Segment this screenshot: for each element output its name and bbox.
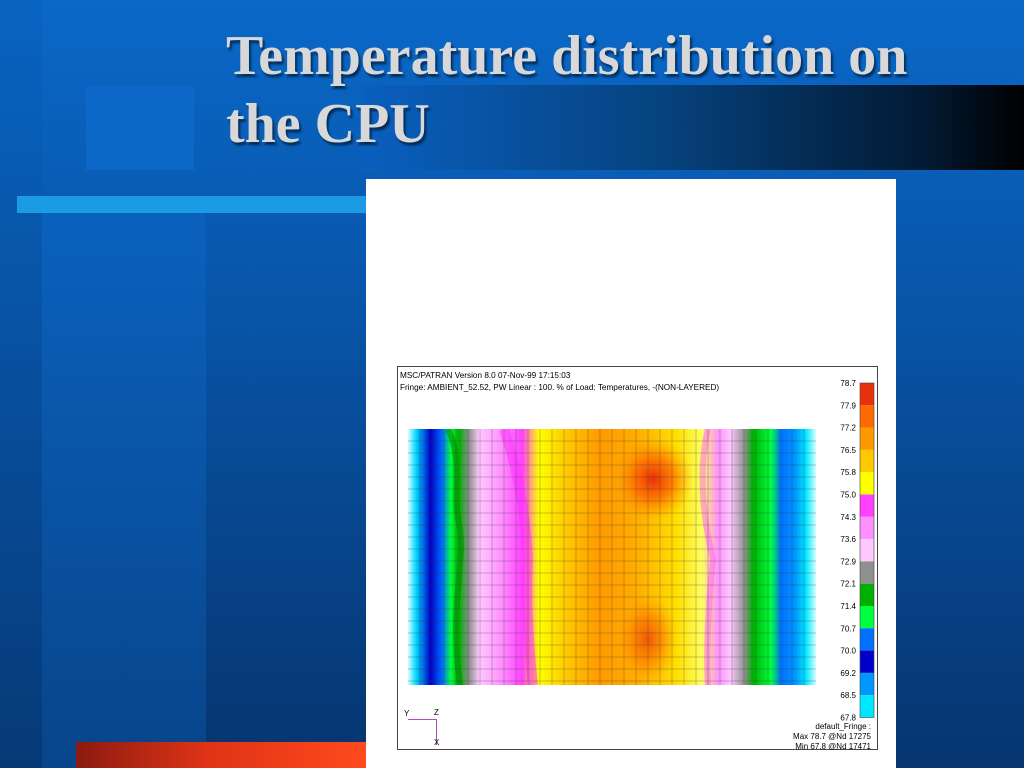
- legend-swatch: [860, 405, 874, 428]
- axis-x-label: X: [434, 738, 440, 747]
- legend-swatch: [860, 472, 874, 495]
- legend-value: 77.2: [840, 424, 856, 433]
- legend-value: 77.9: [840, 401, 856, 410]
- legend-value: 68.5: [840, 691, 856, 700]
- background-stripe: [0, 0, 42, 768]
- figure-panel: MSC/PATRAN Version 8.0 07-Nov-99 17:15:0…: [366, 179, 896, 768]
- legend-swatch: [860, 695, 874, 718]
- legend-value: 71.4: [840, 602, 856, 611]
- legend-value: 70.7: [840, 624, 856, 633]
- legend-value: 69.2: [840, 669, 856, 678]
- legend-value: 75.0: [840, 491, 856, 500]
- legend-swatch: [860, 628, 874, 651]
- legend-swatch: [860, 561, 874, 584]
- title-gradient-bar: [362, 85, 1024, 170]
- legend-value: 72.9: [840, 557, 856, 566]
- fringe-info: default_Fringe : Max 78.7 @Nd 17275 Min …: [793, 722, 871, 752]
- fringe-max: Max 78.7 @Nd 17275: [793, 732, 871, 741]
- axis-z-label: Z: [434, 708, 439, 717]
- legend-swatch: [860, 650, 874, 673]
- slide-title-line1: Temperature distribution on: [226, 25, 908, 87]
- fringe-legend: 78.7 77.9 77.2 76.5 75.8 75.0 74.3 73.6 72.9 72.1…: [840, 379, 875, 723]
- legend-value: 70.0: [840, 647, 856, 656]
- legend-value: 67.8: [840, 714, 856, 723]
- patran-plot: MSC/PATRAN Version 8.0 07-Nov-99 17:15:0…: [397, 366, 878, 752]
- legend-swatch: [860, 539, 874, 562]
- legend-swatch: [860, 383, 874, 406]
- background-panel: [42, 200, 206, 768]
- legend-swatch: [860, 494, 874, 517]
- legend-value: 75.8: [840, 468, 856, 477]
- decorative-square: [86, 86, 194, 170]
- legend-value: 74.3: [840, 513, 856, 522]
- slide-title-line2: the CPU: [226, 93, 430, 156]
- red-accent-bar: [76, 742, 368, 768]
- plot-header-fringe: Fringe: AMBIENT_52.52, PW Linear : 100. …: [400, 383, 720, 392]
- legend-frame: [859, 382, 875, 718]
- temperature-contour-plot: [408, 429, 816, 685]
- plot-header-version: MSC/PATRAN Version 8.0 07-Nov-99 17:15:0…: [400, 371, 571, 380]
- legend-swatch: [860, 427, 874, 450]
- cyan-accent-bar: [17, 196, 369, 213]
- axis-y-label: Y: [404, 709, 410, 718]
- legend-value: 76.5: [840, 446, 856, 455]
- legend-value: 72.1: [840, 580, 856, 589]
- axis-triad: Y Z X: [404, 708, 464, 749]
- legend-swatch: [860, 449, 874, 473]
- fringe-min: Min 67.8 @Nd 17471: [795, 742, 871, 751]
- slide-title: Temperature distribution on the CPU: [226, 22, 1016, 159]
- legend-value: 73.6: [840, 535, 856, 544]
- legend-swatch: [860, 516, 874, 540]
- legend-swatch: [860, 606, 874, 629]
- legend-value: 78.7: [840, 379, 856, 388]
- legend-swatch: [860, 583, 874, 606]
- fringe-title: default_Fringe :: [815, 722, 871, 731]
- legend-swatch: [860, 672, 874, 696]
